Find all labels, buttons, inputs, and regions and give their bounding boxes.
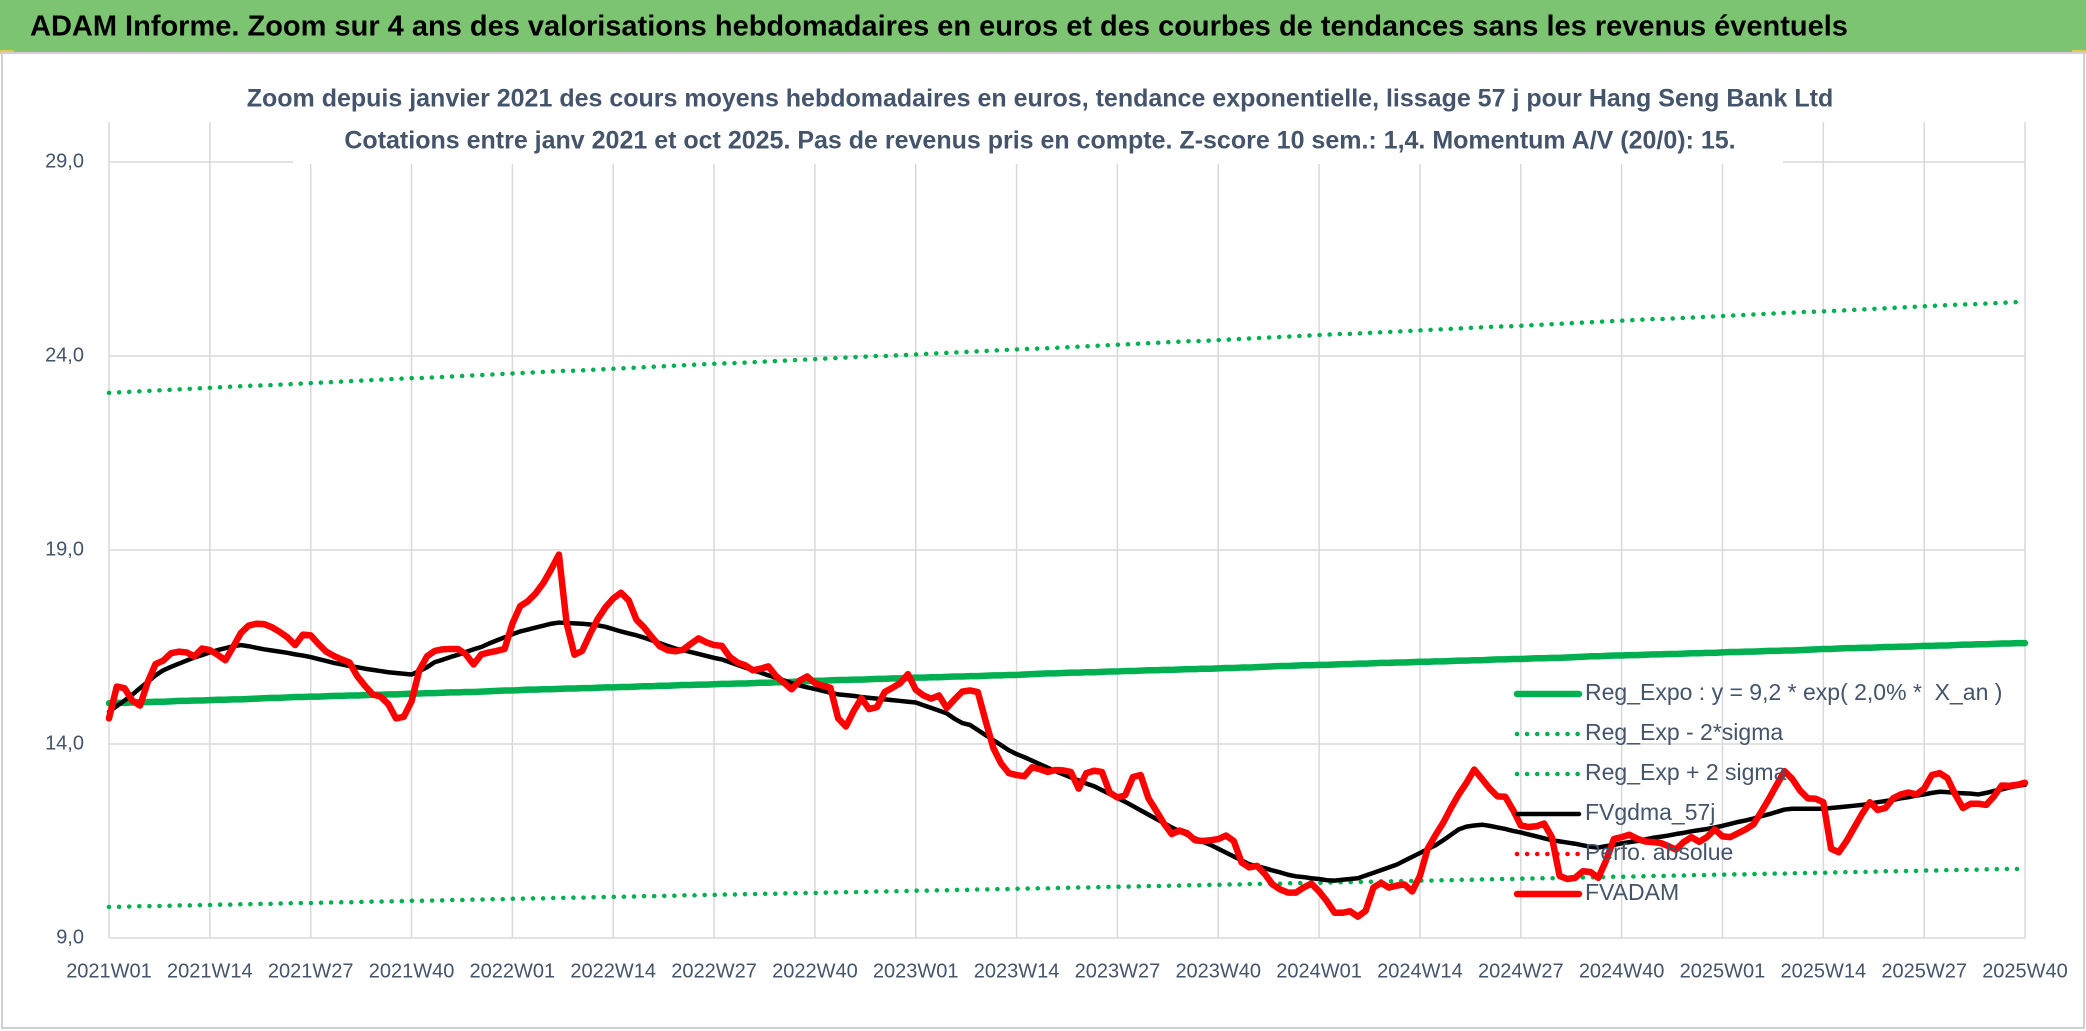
header-bar [0,0,2086,53]
chart-subtitle: Cotations entre janv 2021 et oct 2025. P… [344,127,1735,155]
x-tick-label: 2022W01 [470,960,556,982]
x-tick-label: 2021W01 [66,960,152,982]
x-tick-label: 2025W40 [1982,960,2068,982]
series-line [106,299,2028,396]
x-tick-label: 2021W14 [167,960,253,982]
x-tick-label: 2025W14 [1781,960,1867,982]
series-line [105,551,2029,920]
x-tick-label: 2021W40 [369,960,455,982]
legend-label: Reg_Expo : y = 9,2 * exp( 2,0% * X_an ) [1585,679,2002,705]
x-tick-label: 2023W40 [1175,960,1261,982]
y-tick-label: 14,0 [45,732,84,754]
chart-border [1,52,2085,1029]
y-tick-label: 24,0 [45,344,84,366]
x-tick-label: 2022W27 [671,960,757,982]
x-tick-label: 2025W01 [1680,960,1766,982]
x-tick-label: 2021W27 [268,960,354,982]
x-tick-label: 2022W14 [570,960,656,982]
x-tick-label: 2023W27 [1075,960,1161,982]
legend-label: Reg_Exp + 2 sigma [1585,759,1787,785]
header-title: ADAM Informe. Zoom sur 4 ans des valoris… [30,11,1848,43]
y-tick-label: 29,0 [45,150,84,172]
series-line [106,866,2028,910]
plot-area [105,299,2029,920]
series-line [105,639,2029,707]
title-box [293,72,1783,164]
legend-label: FVADAM [1585,879,1679,905]
x-tick-label: 2024W40 [1579,960,1665,982]
series-line [106,620,2028,883]
x-tick-label: 2024W01 [1276,960,1362,982]
x-tick-label: 2022W40 [772,960,858,982]
x-tick-label: 2025W27 [1881,960,1967,982]
x-tick-label: 2024W27 [1478,960,1564,982]
legend-label: FVgdma_57j [1585,799,1715,825]
grid [108,122,2026,939]
legend-label: Perfo. absolue [1585,839,1733,865]
x-tick-label: 2023W01 [873,960,959,982]
y-tick-label: 19,0 [45,538,84,560]
legend-label: Reg_Exp - 2*sigma [1585,719,1783,745]
x-tick-label: 2023W14 [974,960,1060,982]
chart-title: Zoom depuis janvier 2021 des cours moyen… [247,85,1834,113]
y-tick-label: 9,0 [56,926,84,948]
legend: Reg_Expo : y = 9,2 * exp( 2,0% * X_an ) R… [1513,679,2002,905]
x-tick-label: 2024W14 [1377,960,1463,982]
